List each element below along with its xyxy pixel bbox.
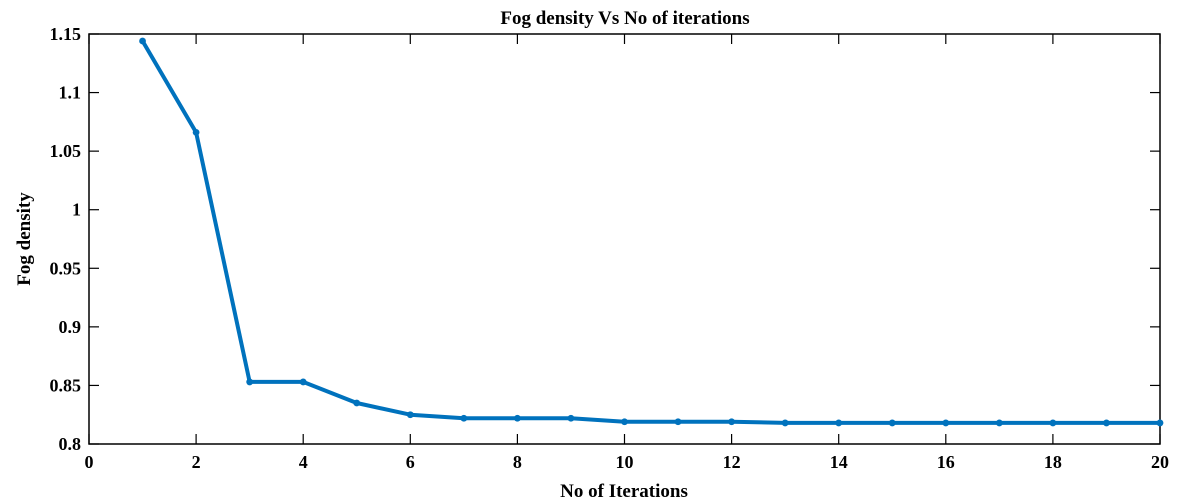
x-axis: 0 2 4 6 8 10 12 14 16 18 20 bbox=[85, 34, 1169, 472]
x-tick-label: 6 bbox=[406, 452, 415, 472]
x-tick-label: 2 bbox=[192, 452, 201, 472]
y-tick-label: 1.05 bbox=[50, 141, 82, 161]
data-point bbox=[1156, 419, 1164, 427]
data-point bbox=[674, 418, 682, 426]
x-tick-label: 8 bbox=[513, 452, 522, 472]
data-point bbox=[139, 37, 146, 45]
data-point bbox=[567, 414, 575, 422]
x-tick-label: 0 bbox=[85, 452, 94, 472]
data-point bbox=[942, 419, 950, 427]
plot-area bbox=[88, 33, 1161, 445]
data-point bbox=[888, 419, 896, 427]
x-tick-label: 4 bbox=[299, 452, 308, 472]
data-point bbox=[514, 414, 521, 422]
x-tick-label: 14 bbox=[830, 452, 848, 472]
data-point bbox=[353, 399, 361, 407]
y-tick-label: 1.15 bbox=[50, 24, 82, 44]
x-axis-label: No of Iterations bbox=[560, 481, 688, 502]
y-axis: 0.8 0.85 0.9 0.95 1 1.05 1.1 1.15 bbox=[50, 24, 1160, 454]
y-tick-label: 0.9 bbox=[59, 317, 82, 337]
data-point bbox=[995, 419, 1003, 427]
data-point bbox=[460, 414, 468, 422]
y-tick-label: 0.85 bbox=[50, 375, 82, 395]
data-point bbox=[728, 418, 735, 426]
y-tick-label: 1.1 bbox=[59, 83, 82, 103]
data-point bbox=[1049, 419, 1057, 427]
y-tick-label: 0.8 bbox=[59, 434, 82, 454]
x-tick-label: 18 bbox=[1044, 452, 1062, 472]
series-line bbox=[140, 39, 1162, 425]
x-tick-label: 10 bbox=[616, 452, 634, 472]
x-tick-label: 20 bbox=[1151, 452, 1169, 472]
y-tick-label: 1 bbox=[72, 200, 81, 220]
data-point bbox=[1103, 419, 1110, 427]
data-point bbox=[299, 378, 307, 386]
data-point bbox=[781, 419, 789, 427]
data-point bbox=[621, 418, 628, 426]
y-axis-label: Fog density bbox=[14, 192, 35, 286]
data-point bbox=[192, 129, 200, 136]
x-tick-label: 16 bbox=[937, 452, 955, 472]
series-layer bbox=[139, 37, 1164, 427]
y-tick-label: 0.95 bbox=[50, 258, 82, 278]
x-tick-label: 12 bbox=[723, 452, 741, 472]
data-point bbox=[246, 378, 254, 386]
data-point bbox=[835, 419, 843, 427]
chart-title: Fog density Vs No of iterations bbox=[500, 8, 749, 29]
data-point bbox=[406, 411, 414, 419]
